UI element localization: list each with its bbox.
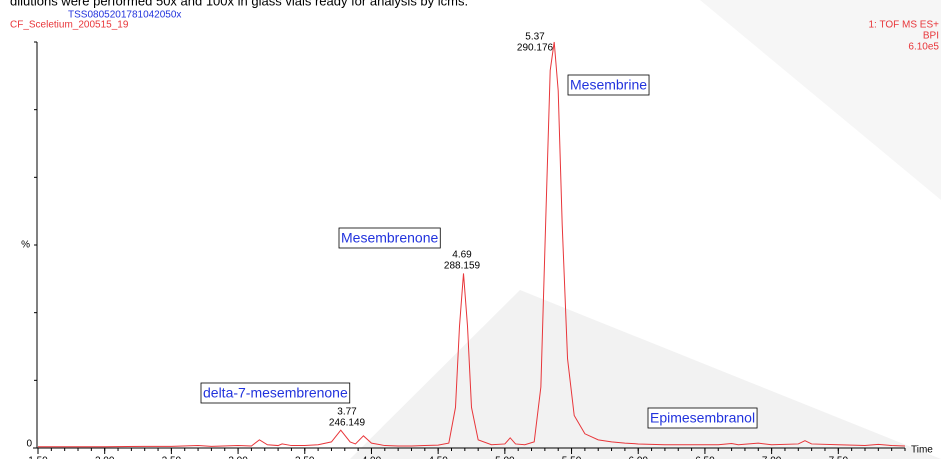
scale: 6.10e5 — [908, 42, 939, 53]
trace — [38, 41, 906, 448]
function: 1: TOF MS ES+ — [869, 20, 940, 31]
x-axis-label: Time — [911, 445, 933, 456]
compound-box — [200, 382, 351, 404]
x-tick-label: 7.50 — [829, 456, 849, 459]
peak-rt: 4.69 — [452, 250, 472, 261]
peak-mz: 246.149 — [329, 418, 366, 429]
compound-label: Epimesembranol — [650, 410, 755, 426]
x-tick-label: 3.00 — [228, 456, 248, 459]
x-tick-label: 4.00 — [362, 456, 382, 459]
compound-label: delta-7-mesembrenone — [203, 385, 348, 401]
peak-rt: 3.77 — [337, 407, 357, 418]
x-tick-label: 2.00 — [95, 456, 115, 459]
peak-mz: 288.159 — [444, 261, 481, 272]
peak-rt: 5.37 — [525, 32, 545, 43]
x-tick-label: 7.00 — [762, 456, 782, 459]
x-tick-label: 2.50 — [162, 456, 182, 459]
sample-id: TSS0805201781042050x — [68, 10, 181, 21]
compound-box — [647, 407, 758, 429]
y-tick-label: 0 — [26, 439, 32, 450]
compound-box — [338, 227, 441, 249]
header-text: dilutions were performed 50x and 100x in… — [10, 0, 468, 8]
compound-label: Mesembrenone — [341, 230, 438, 246]
compound-box — [567, 74, 650, 96]
x-tick-label: 1.50 — [28, 456, 48, 459]
watermark — [350, 290, 941, 459]
sample-name: CF_Sceletium_200515_19 — [10, 20, 129, 31]
peak-mz: 290.176 — [517, 43, 554, 54]
x-tick-label: 5.00 — [495, 456, 515, 459]
x-tick-label: 4.50 — [428, 456, 448, 459]
watermark — [700, 0, 941, 200]
x-tick-label: 5.50 — [562, 456, 582, 459]
x-tick-label: 6.50 — [695, 456, 715, 459]
compound-label: Mesembrine — [570, 77, 647, 93]
x-tick-label: 3.50 — [295, 456, 315, 459]
y-axis-label: % — [21, 240, 30, 251]
x-tick-label: 6.00 — [628, 456, 648, 459]
trace-type: BPI — [923, 31, 939, 42]
